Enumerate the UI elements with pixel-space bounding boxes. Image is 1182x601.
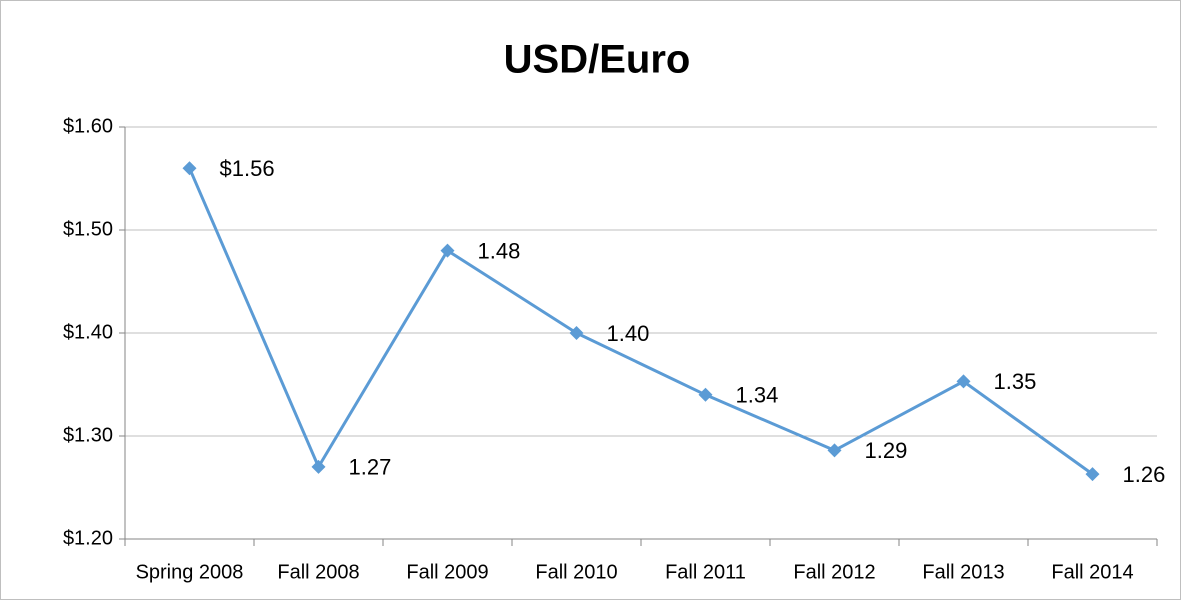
data-label: 1.40 [607,321,650,346]
y-tick-label: $1.20 [63,527,113,549]
data-point [182,161,197,176]
data-label: 1.29 [865,438,908,463]
chart-title: USD/Euro [504,38,691,82]
y-tick-label: $1.60 [63,115,113,137]
data-label: 1.27 [349,455,392,480]
x-tick-label: Fall 2009 [406,561,488,583]
x-tick-label: Fall 2008 [277,561,359,583]
x-tick-label: Fall 2012 [793,561,875,583]
data-label: $1.56 [220,156,275,181]
y-tick-label: $1.50 [63,218,113,240]
data-label: 1.26 [1123,462,1166,487]
y-tick-label: $1.40 [63,321,113,343]
data-point [311,459,326,474]
x-tick-label: Fall 2013 [922,561,1004,583]
data-label: 1.48 [478,238,521,263]
data-label: 1.34 [736,383,779,408]
x-tick-label: Fall 2011 [665,561,746,583]
x-tick-label: Fall 2014 [1051,561,1133,583]
data-point [440,243,455,258]
x-tick-label: Fall 2010 [535,561,617,583]
x-tick-label: Spring 2008 [136,561,244,583]
data-label: 1.35 [994,369,1037,394]
data-point [827,443,842,458]
data-point [956,374,971,389]
data-point [569,326,584,340]
data-point [698,387,713,402]
data-line [188,167,1094,476]
y-tick-label: $1.30 [63,424,113,446]
data-point [1085,467,1100,482]
